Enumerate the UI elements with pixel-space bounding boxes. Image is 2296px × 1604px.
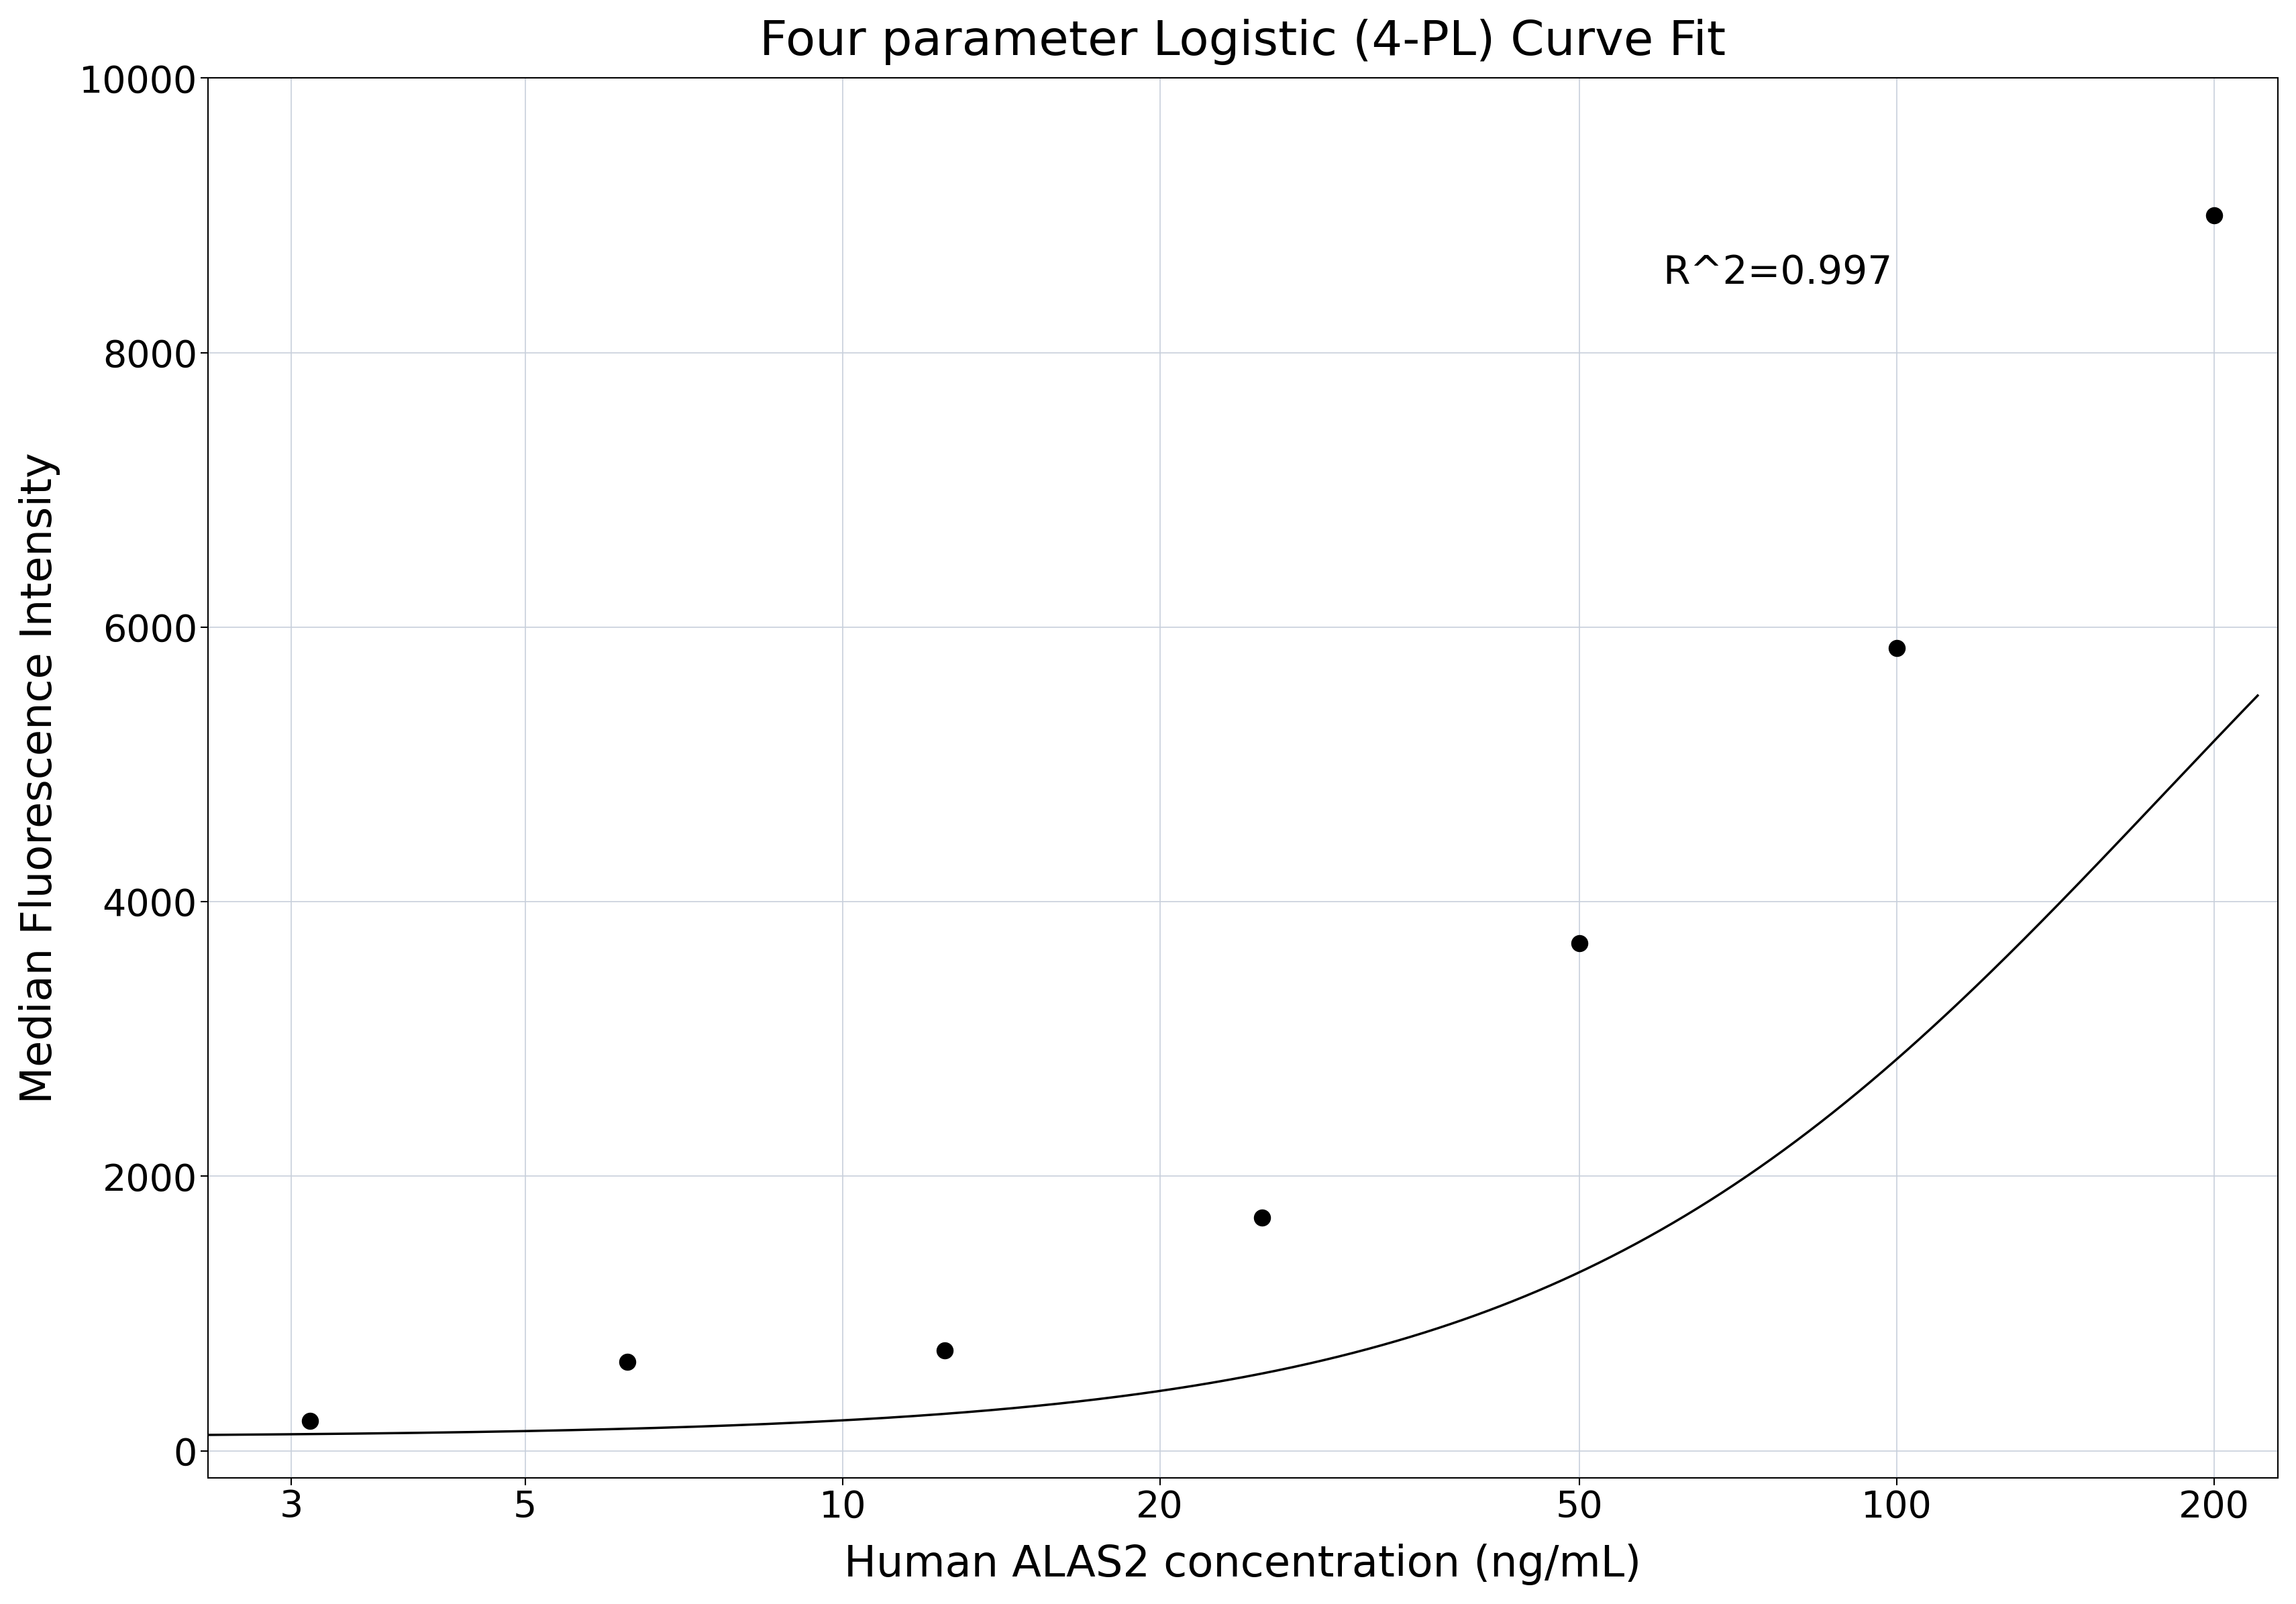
- Point: [1561, 930, 1598, 956]
- Title: Four parameter Logistic (4-PL) Curve Fit: Four parameter Logistic (4-PL) Curve Fit: [760, 19, 1727, 64]
- Point: [925, 1338, 962, 1363]
- Y-axis label: Median Fluorescence Intensity: Median Fluorescence Intensity: [18, 452, 60, 1104]
- Point: [1878, 635, 1915, 661]
- Point: [292, 1408, 328, 1434]
- X-axis label: Human ALAS2 concentration (ng/mL): Human ALAS2 concentration (ng/mL): [845, 1543, 1642, 1585]
- Point: [608, 1349, 645, 1375]
- Text: R^2=0.997: R^2=0.997: [1662, 253, 1892, 292]
- Point: [1244, 1205, 1281, 1230]
- Point: [2195, 202, 2232, 228]
